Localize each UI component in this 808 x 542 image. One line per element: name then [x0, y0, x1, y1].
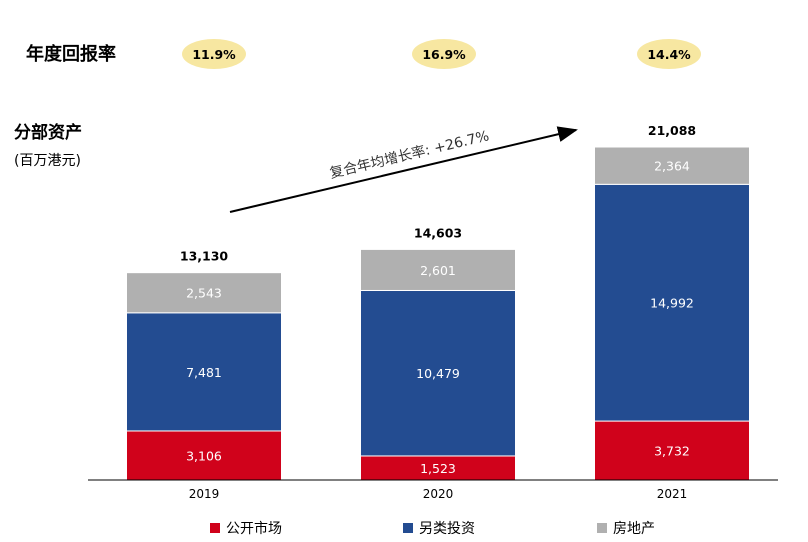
return-pill-2021: 14.4%	[637, 39, 701, 69]
bar-2021-real-estate	[594, 146, 750, 185]
bar-label-2019-alternative-investments: 7,481	[186, 365, 222, 380]
legend-item-real-estate: 房地产	[597, 518, 655, 538]
bar-2021-public-markets	[594, 420, 750, 481]
x-tick-label-2020: 2020	[423, 487, 454, 501]
total-label-2019: 13,130	[180, 249, 229, 264]
annual-return-title: 年度回报率	[26, 44, 116, 65]
bar-2019-real-estate	[126, 272, 282, 314]
legend-swatch-alternative-investments	[403, 523, 413, 533]
legend-label-alternative-investments: 另类投资	[419, 521, 475, 537]
segment-assets-title: 分部资产	[14, 123, 82, 143]
bar-2020-alternative-investments	[360, 289, 516, 457]
total-label-2021: 21,088	[648, 123, 696, 138]
bar-2019-alternative-investments	[126, 312, 282, 432]
bar-label-2020-real-estate: 2,601	[420, 263, 456, 278]
x-tick-label-2021: 2021	[657, 487, 688, 501]
bar-label-2021-public-markets: 3,732	[654, 444, 690, 459]
bar-2020-public-markets	[360, 455, 516, 481]
bar-label-2021-alternative-investments: 14,992	[650, 296, 694, 311]
legend-swatch-public-markets	[210, 523, 220, 533]
legend-label-public-markets: 公开市场	[226, 521, 282, 537]
cagr-label: 复合年均增长率: +26.7%	[328, 127, 491, 182]
legend-swatch-real-estate	[597, 523, 607, 533]
bar-label-2019-real-estate: 2,543	[186, 286, 222, 301]
bar-2021-alternative-investments	[594, 183, 750, 422]
bar-label-2019-public-markets: 3,106	[186, 448, 222, 463]
unit-label: (百万港元)	[14, 153, 81, 169]
legend-label-real-estate: 房地产	[613, 521, 655, 537]
bar-label-2020-alternative-investments: 10,479	[416, 366, 460, 381]
bar-label-2020-public-markets: 1,523	[420, 461, 456, 476]
bar-2020-real-estate	[360, 248, 516, 291]
cagr-arrow	[229, 126, 578, 213]
total-label-2020: 14,603	[414, 225, 462, 240]
legend-item-public-markets: 公开市场	[210, 518, 282, 538]
legend-item-alternative-investments: 另类投资	[403, 518, 475, 538]
x-tick-label-2019: 2019	[189, 487, 220, 501]
return-pill-2020: 16.9%	[412, 39, 476, 69]
bar-label-2021-real-estate: 2,364	[654, 159, 690, 174]
return-pill-2019: 11.9%	[182, 39, 246, 69]
